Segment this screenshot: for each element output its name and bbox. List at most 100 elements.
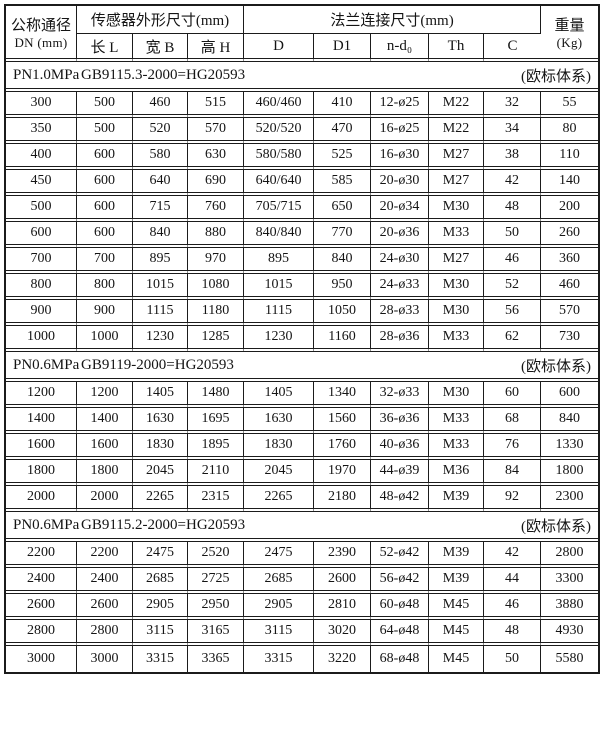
cell-width-b: 2475 <box>133 542 188 568</box>
cell-weight: 360 <box>541 248 599 274</box>
cell-height-h: 880 <box>188 222 245 248</box>
cell-length-l: 3000 <box>77 646 133 672</box>
cell-height-h: 570 <box>188 118 245 144</box>
cell-height-h: 690 <box>188 170 245 196</box>
cell-dn: 450 <box>6 170 77 196</box>
cell-dn: 2800 <box>6 620 77 646</box>
cell-height-h: 2315 <box>188 486 245 512</box>
cell-length-l: 600 <box>77 222 133 248</box>
cell-n-d0: 20-ø30 <box>371 170 430 196</box>
cell-dn: 2000 <box>6 486 77 512</box>
cell-c: 56 <box>484 300 542 326</box>
cell-c: 42 <box>484 170 542 196</box>
cell-length-l: 800 <box>77 274 133 300</box>
cell-n-d0: 60-ø48 <box>371 594 430 620</box>
cell-dn: 500 <box>6 196 77 222</box>
cell-length-l: 2200 <box>77 542 133 568</box>
cell-c: 46 <box>484 594 542 620</box>
standard-code-label: GB9119-2000=HG20593 <box>81 356 234 373</box>
cell-d: 460/460 <box>244 92 315 118</box>
cell-weight: 460 <box>541 274 599 300</box>
cell-weight: 200 <box>541 196 599 222</box>
cell-width-b: 2045 <box>133 460 188 486</box>
table-row: 2200 2200 2475 2520 2475 2390 52-ø42 M39 42 2800 <box>6 542 599 568</box>
cell-th: M33 <box>429 434 485 460</box>
cell-d1: 840 <box>314 248 372 274</box>
cell-d1: 1760 <box>314 434 372 460</box>
header-col-d: D <box>244 34 315 62</box>
cell-d: 2045 <box>244 460 315 486</box>
cell-width-b: 3115 <box>133 620 188 646</box>
cell-d1: 770 <box>314 222 372 248</box>
header-col-n-d0: n-d₀ <box>371 34 430 62</box>
cell-th: M27 <box>429 170 485 196</box>
cell-th: M27 <box>429 144 485 170</box>
cell-d: 2905 <box>244 594 315 620</box>
section-header-row: PN0.6MPa GB9119-2000=HG20593 (欧标体系) <box>6 352 599 382</box>
table-body: PN1.0MPa GB9115.3-2000=HG20593 (欧标体系) 300 50… <box>6 62 599 672</box>
cell-th: M45 <box>429 646 485 672</box>
cell-d1: 950 <box>314 274 372 300</box>
cell-c: 50 <box>484 646 542 672</box>
cell-d: 1115 <box>244 300 315 326</box>
section-header-cell: PN1.0MPa GB9115.3-2000=HG20593 (欧标体系) <box>6 62 599 92</box>
cell-dn: 400 <box>6 144 77 170</box>
cell-th: M39 <box>429 486 485 512</box>
cell-height-h: 1285 <box>188 326 245 352</box>
cell-th: M36 <box>429 460 485 486</box>
cell-th: M22 <box>429 118 485 144</box>
header-sensor-dimensions-group: 传感器外形尺寸(mm) <box>77 6 245 34</box>
header-flange-dimensions-group: 法兰连接尺寸(mm) <box>244 6 542 34</box>
cell-height-h: 2520 <box>188 542 245 568</box>
cell-width-b: 1115 <box>133 300 188 326</box>
table-row: 2600 2600 2905 2950 2905 2810 60-ø48 M45 46 3880 <box>6 594 599 620</box>
cell-n-d0: 24-ø30 <box>371 248 430 274</box>
cell-n-d0: 68-ø48 <box>371 646 430 672</box>
cell-n-d0: 44-ø39 <box>371 460 430 486</box>
cell-length-l: 600 <box>77 170 133 196</box>
cell-length-l: 500 <box>77 92 133 118</box>
cell-dn: 1800 <box>6 460 77 486</box>
cell-width-b: 840 <box>133 222 188 248</box>
cell-weight: 4930 <box>541 620 599 646</box>
cell-height-h: 1695 <box>188 408 245 434</box>
header-weight-title: 重量 <box>554 17 585 34</box>
cell-c: 50 <box>484 222 542 248</box>
cell-d1: 585 <box>314 170 372 196</box>
cell-c: 92 <box>484 486 542 512</box>
cell-d: 3115 <box>244 620 315 646</box>
table-row: 400 600 580 630 580/580 525 16-ø30 M27 38 110 <box>6 144 599 170</box>
cell-width-b: 2905 <box>133 594 188 620</box>
table-row: 3000 3000 3315 3365 3315 3220 68-ø48 M45 50 5580 <box>6 646 598 672</box>
cell-n-d0: 28-ø36 <box>371 326 430 352</box>
cell-dn: 1600 <box>6 434 77 460</box>
cell-weight: 2800 <box>541 542 599 568</box>
table-row: 1600 1600 1830 1895 1830 1760 40-ø36 M33 76 1330 <box>6 434 599 460</box>
cell-width-b: 580 <box>133 144 188 170</box>
table-row: 1800 1800 2045 2110 2045 1970 44-ø39 M36 84 1800 <box>6 460 599 486</box>
table-row: 900 900 1115 1180 1115 1050 28-ø33 M30 56 570 <box>6 300 599 326</box>
cell-c: 46 <box>484 248 542 274</box>
cell-length-l: 1000 <box>77 326 133 352</box>
table-row: 2000 2000 2265 2315 2265 2180 48-ø42 M39 92 2300 <box>6 486 599 512</box>
cell-weight: 840 <box>541 408 599 434</box>
cell-th: M30 <box>429 300 485 326</box>
cell-height-h: 2725 <box>188 568 245 594</box>
cell-length-l: 2600 <box>77 594 133 620</box>
table-row: 300 500 460 515 460/460 410 12-ø25 M22 32 55 <box>6 92 599 118</box>
table-row: 500 600 715 760 705/715 650 20-ø34 M30 48 200 <box>6 196 599 222</box>
cell-d: 1830 <box>244 434 315 460</box>
cell-n-d0: 16-ø25 <box>371 118 430 144</box>
cell-d: 640/640 <box>244 170 315 196</box>
dimension-table: 公称通径 DN (mm) 传感器外形尺寸(mm) 法兰连接尺寸(mm) 重量 (… <box>4 4 600 674</box>
cell-dn: 1400 <box>6 408 77 434</box>
header-col-height-h: 高 H <box>188 34 245 62</box>
cell-dn: 1200 <box>6 382 77 408</box>
cell-c: 44 <box>484 568 542 594</box>
cell-n-d0: 24-ø33 <box>371 274 430 300</box>
cell-dn: 300 <box>6 92 77 118</box>
cell-c: 68 <box>484 408 542 434</box>
cell-height-h: 1080 <box>188 274 245 300</box>
cell-width-b: 1630 <box>133 408 188 434</box>
cell-height-h: 2110 <box>188 460 245 486</box>
